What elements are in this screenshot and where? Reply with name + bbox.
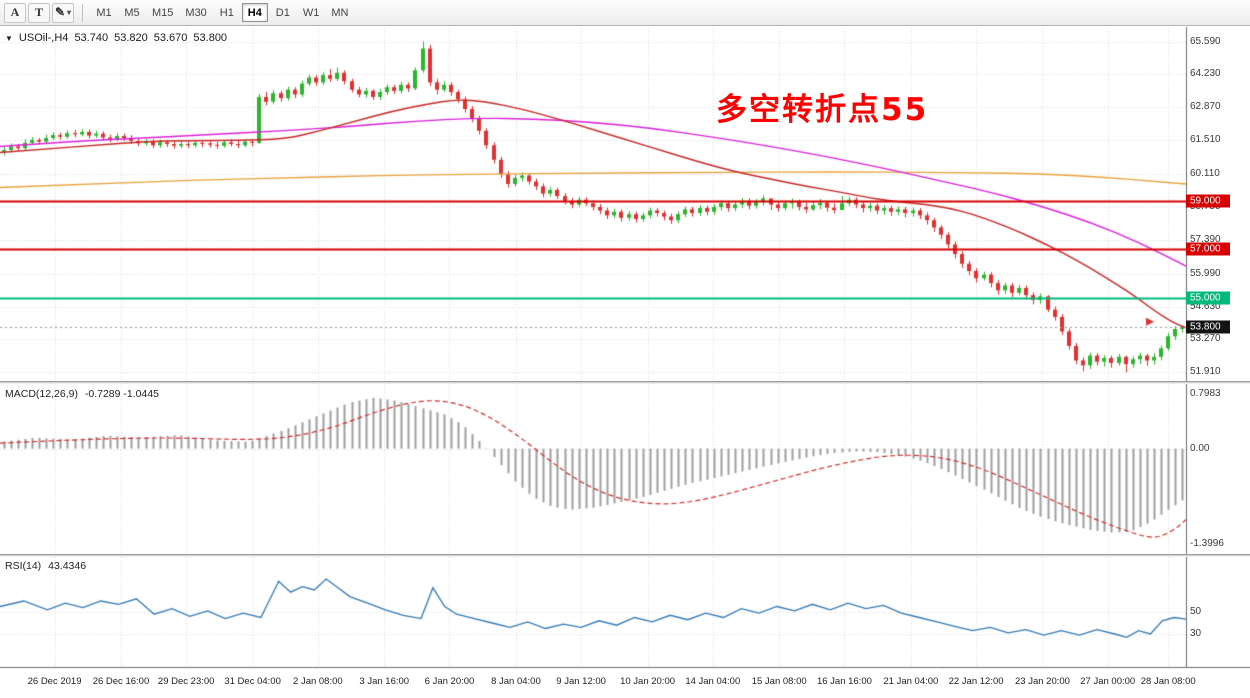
rsi-name: RSI(14) xyxy=(5,560,42,572)
price-axis-label: 57.390 xyxy=(1190,233,1221,245)
time-axis-label: 26 Dec 2019 xyxy=(27,676,82,687)
timeframe-button-w1[interactable]: W1 xyxy=(298,3,325,22)
price-axis-label: 64.230 xyxy=(1190,68,1221,80)
timeframe-button-h4[interactable]: H4 xyxy=(241,3,268,22)
macd-axis-label: 0.00 xyxy=(1190,442,1210,454)
symbol-timeframe-label: USOil-,H4 xyxy=(18,32,69,44)
price-axis-label: 65.590 xyxy=(1190,35,1221,47)
price-level-badge: 57.000 xyxy=(1186,242,1230,256)
time-axis-label: 26 Dec 16:00 xyxy=(92,676,150,687)
timeframe-button-m1[interactable]: M1 xyxy=(91,3,117,22)
macd-axis-label: 0.7983 xyxy=(1190,388,1221,400)
time-axis-label: 22 Jan 12:00 xyxy=(948,676,1004,687)
timeframe-button-mn[interactable]: MN xyxy=(326,3,353,22)
time-axis-label: 10 Jan 20:00 xyxy=(620,676,676,687)
price-axis-label: 60.110 xyxy=(1190,168,1220,180)
time-axis-label: 3 Jan 16:00 xyxy=(359,676,410,687)
toolbar: A T ✎ ▾ M1 M5 M15 M30 H1 H4 D1 W1 MN xyxy=(0,0,1250,26)
pane-separator-macd[interactable] xyxy=(0,381,1250,384)
time-axis-label: 23 Jan 20:00 xyxy=(1015,676,1070,687)
time-axis-label: 8 Jan 04:00 xyxy=(491,676,541,687)
chart-annotation-text[interactable]: 多空转折点55 xyxy=(716,92,929,128)
time-axis-label: 21 Jan 04:00 xyxy=(883,676,939,687)
timeframe-button-h1[interactable]: H1 xyxy=(214,3,240,22)
time-axis-label: 16 Jan 16:00 xyxy=(816,676,872,687)
macd-axis-label: -1.3996 xyxy=(1190,537,1224,549)
time-axis-label: 28 Jan 08:00 xyxy=(1140,676,1196,687)
timeframe-button-m30[interactable]: M30 xyxy=(180,3,211,22)
high-value: 53.820 xyxy=(114,32,148,44)
macd-name: MACD(12,26,9) xyxy=(5,388,78,400)
price-axis-label: 53.270 xyxy=(1190,333,1221,345)
rsi-axis-label: 50 xyxy=(1190,606,1202,617)
low-value: 53.670 xyxy=(153,32,188,44)
price-axis-label: 51.910 xyxy=(1190,366,1221,378)
open-value: 53.740 xyxy=(74,32,109,44)
pen-icon: ✎ xyxy=(54,5,66,19)
time-axis-label: 2 Jan 08:00 xyxy=(293,676,343,687)
time-axis-label: 9 Jan 12:00 xyxy=(556,676,606,687)
rsi-axis-label: 30 xyxy=(1190,628,1202,639)
time-axis-label: 14 Jan 04:00 xyxy=(685,676,741,687)
price-level-badge: 53.800 xyxy=(1186,320,1230,334)
price-axis-label: 62.870 xyxy=(1190,101,1221,113)
price-level-badge: 55.000 xyxy=(1186,291,1230,305)
macd-indicator-label: MACD(12,26,9) -0.7289 -1.0445 xyxy=(5,388,163,400)
timeframe-button-m5[interactable]: M5 xyxy=(119,3,145,22)
time-axis-label: 31 Dec 04:00 xyxy=(224,676,281,687)
rsi-value: 43.4346 xyxy=(48,560,87,572)
pane-separator-rsi[interactable] xyxy=(0,554,1250,557)
timeframe-button-m15[interactable]: M15 xyxy=(147,3,178,22)
price-axis-label: 55.990 xyxy=(1190,267,1221,279)
symbol-dropdown-icon[interactable]: ▼ xyxy=(5,33,13,43)
time-axis-label: 27 Jan 00:00 xyxy=(1080,676,1136,687)
close-value: 53.800 xyxy=(193,32,228,44)
time-axis-label: 29 Dec 23:00 xyxy=(157,676,215,687)
price-level-badge: 59.000 xyxy=(1186,194,1230,208)
time-axis-label: 6 Jan 20:00 xyxy=(424,676,475,687)
time-axis-label: 15 Jan 08:00 xyxy=(751,676,807,687)
macd-values: -0.7289 -1.0445 xyxy=(84,388,160,400)
color-tool-dropdown[interactable]: ✎ ▾ xyxy=(52,2,74,23)
chevron-down-icon: ▾ xyxy=(67,8,72,17)
annotation-tool-button[interactable]: A xyxy=(4,2,26,23)
toolbar-separator xyxy=(82,3,83,22)
price-axis-label: 61.510 xyxy=(1190,134,1221,146)
timeframe-button-d1[interactable]: D1 xyxy=(270,3,296,22)
text-tool-button[interactable]: T xyxy=(28,2,50,23)
price-axis-label: 54.630 xyxy=(1190,300,1221,312)
rsi-indicator-label: RSI(14) 43.4346 xyxy=(5,560,90,572)
chart-header: ▼ USOil-,H4 53.740 53.820 53.670 53.800 xyxy=(5,32,227,44)
